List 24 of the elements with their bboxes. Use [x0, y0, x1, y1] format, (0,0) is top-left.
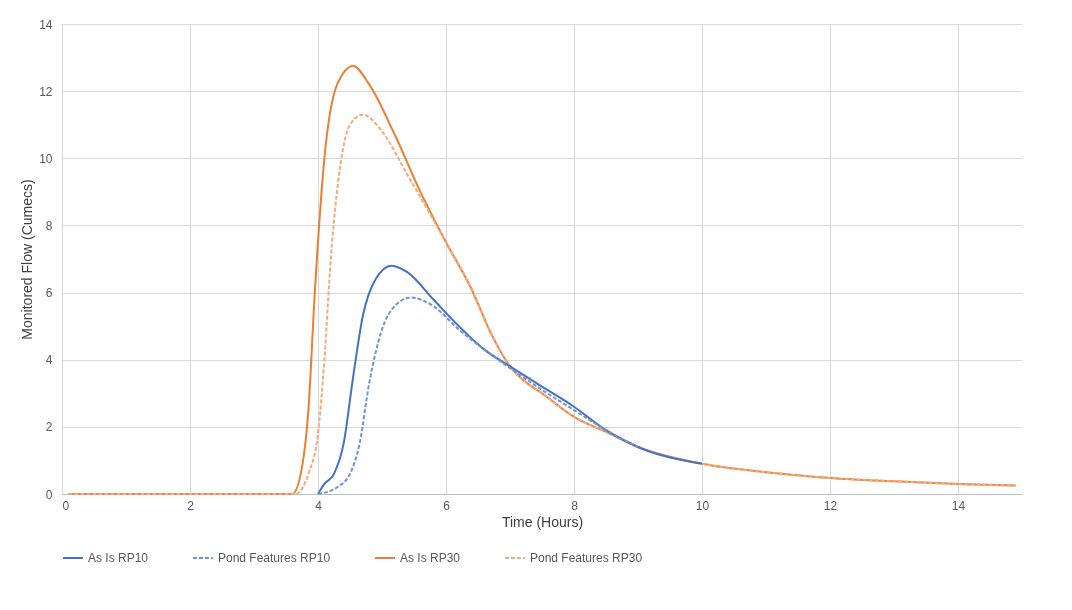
x-tick-label: 6	[443, 498, 451, 513]
legend-label: Pond Features RP10	[218, 551, 331, 565]
y-tick-label: 12	[39, 84, 53, 99]
legend-label: As Is RP30	[400, 551, 461, 565]
y-tick-label: 10	[39, 151, 53, 166]
x-tick-label: 8	[571, 498, 579, 513]
y-tick-label: 4	[45, 353, 53, 368]
x-tick-label: 0	[62, 498, 70, 513]
line-series	[317, 296, 639, 495]
y-axis-title: Monitored Flow (Cumecs)	[19, 179, 36, 340]
y-tick-label: 14	[39, 17, 53, 32]
y-tick-label: 8	[45, 218, 53, 233]
x-tick-label: 10	[695, 498, 710, 513]
line-series	[317, 264, 703, 495]
x-axis-title: Time (Hours)	[501, 513, 584, 530]
x-tick-label: 14	[951, 498, 966, 513]
x-tick-label: 4	[315, 498, 323, 513]
x-tick-label: 12	[823, 498, 838, 513]
legend-label: As Is RP10	[88, 551, 149, 565]
legend-label: Pond Features RP30	[530, 551, 643, 565]
y-tick-label: 0	[45, 487, 53, 502]
x-tick-label: 2	[187, 498, 195, 513]
y-tick-label: 6	[45, 286, 53, 301]
y-tick-label: 2	[45, 420, 53, 435]
